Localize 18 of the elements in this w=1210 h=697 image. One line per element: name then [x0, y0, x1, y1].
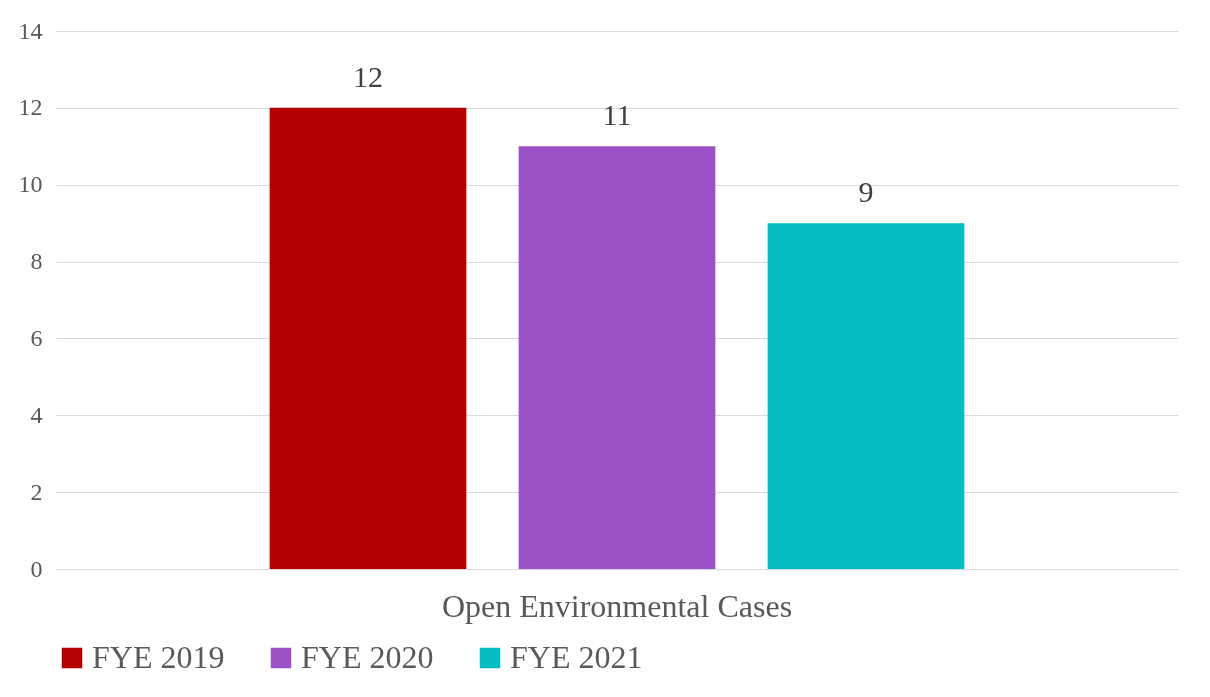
legend-label: FYE 2021: [510, 639, 643, 675]
y-tick-label: 6: [30, 324, 43, 351]
y-tick-label: 2: [30, 478, 43, 505]
y-tick-label: 4: [30, 401, 43, 428]
bar: [269, 107, 467, 569]
y-tick-label: 8: [30, 248, 43, 275]
y-tick-label: 12: [18, 94, 43, 121]
bar: [767, 223, 965, 569]
y-tick-label: 14: [18, 17, 43, 44]
y-tick-label: 10: [18, 171, 43, 198]
bar: [518, 146, 716, 569]
legend-label: FYE 2019: [92, 639, 225, 675]
data-label: 12: [353, 59, 383, 93]
data-label: 11: [602, 98, 632, 132]
y-tick-label: 0: [30, 555, 43, 582]
x-tick-label: Open Environmental Cases: [441, 587, 793, 624]
data-label: 9: [858, 175, 874, 209]
legend-label: FYE 2020: [301, 639, 434, 675]
